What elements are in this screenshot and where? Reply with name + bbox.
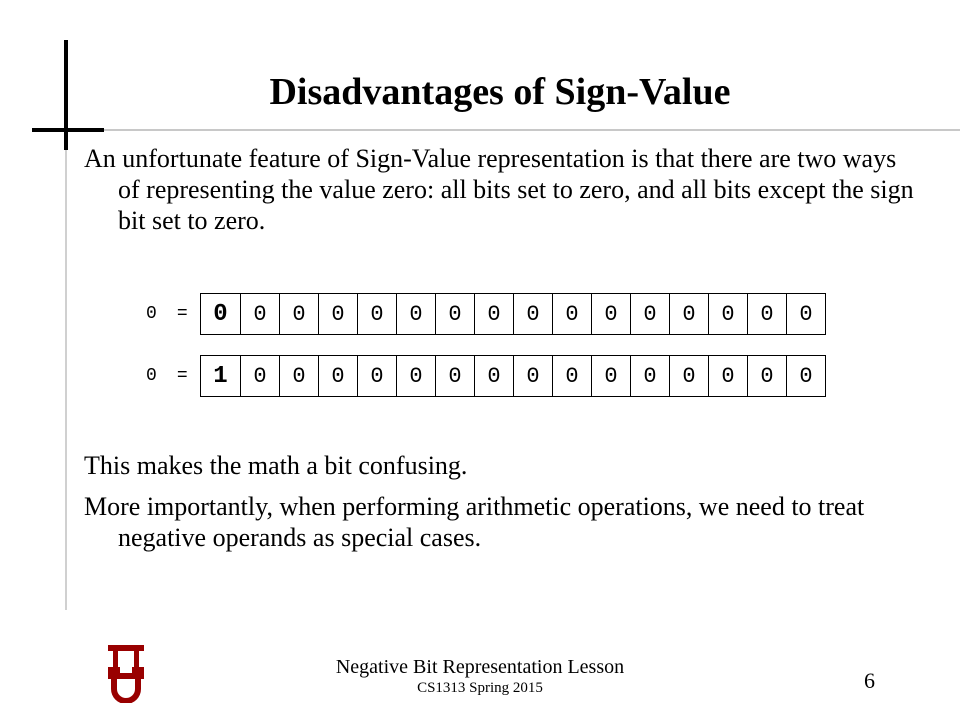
- decor-body-rule: [65, 150, 67, 610]
- sign-bit: 0: [213, 300, 228, 328]
- bit-cell: 0: [669, 294, 708, 334]
- bit-cell: 0: [435, 294, 474, 334]
- footer-course: CS1313 Spring 2015: [417, 680, 543, 696]
- bit-cells: 1 0 0 0 0 0 0 0 0 0 0 0 0 0 0 0: [200, 355, 826, 397]
- bit-row-label: 0 =: [120, 366, 200, 386]
- decor-horizontal-line: [32, 128, 104, 132]
- bit-cell: 0: [357, 294, 396, 334]
- ou-logo-icon: [104, 643, 148, 708]
- bit-cell: 0: [591, 294, 630, 334]
- bit-cell: 0: [396, 294, 435, 334]
- page-number: 6: [864, 668, 875, 693]
- bullet-special-cases: More importantly, when performing arithm…: [84, 492, 865, 552]
- bit-cell: 0: [591, 356, 630, 396]
- footer-lesson: Negative Bit Representation Lesson: [335, 656, 625, 678]
- bit-cell: 0: [318, 356, 357, 396]
- bullet-two-zeros: An unfortunate feature of Sign-Value rep…: [84, 144, 914, 235]
- bullet-confusing: This makes the math a bit confusing.: [84, 451, 468, 480]
- bit-cell: 0: [513, 294, 552, 334]
- bit-row-equals: =: [176, 366, 188, 386]
- slide-title: Disadvantages of Sign-Value: [269, 71, 731, 113]
- bit-row-equals: =: [176, 304, 188, 324]
- bit-cell: 0: [474, 294, 513, 334]
- bit-cell: 0: [396, 356, 435, 396]
- bit-row-negative-zero: 0 = 1 0 0 0 0 0 0 0 0 0 0 0 0 0 0 0: [120, 355, 826, 397]
- bit-row-value: 0: [146, 304, 157, 324]
- bit-cell: 0: [708, 294, 747, 334]
- bit-cell: 0: [630, 356, 669, 396]
- bit-cell: 0: [435, 356, 474, 396]
- bit-cell: 0: [318, 294, 357, 334]
- bit-cells: 0 0 0 0 0 0 0 0 0 0 0 0 0 0 0 0: [200, 293, 826, 335]
- bit-row-positive-zero: 0 = 0 0 0 0 0 0 0 0 0 0 0 0 0 0 0 0: [120, 293, 826, 335]
- bit-cell: 0: [552, 294, 591, 334]
- bit-cell: 0: [708, 356, 747, 396]
- bit-cell: 0: [513, 356, 552, 396]
- bit-cell: 0: [240, 294, 279, 334]
- bit-row-value: 0: [146, 366, 157, 386]
- bit-cell: 0: [279, 356, 318, 396]
- bit-cell: 0: [669, 356, 708, 396]
- bit-cell: 0: [630, 294, 669, 334]
- slide-footer: Negative Bit Representation Lesson CS131…: [300, 656, 660, 698]
- bit-cell: 0: [474, 356, 513, 396]
- bit-cell: 0: [786, 294, 825, 334]
- bit-cell: 0: [747, 294, 786, 334]
- bit-cell: 0: [279, 294, 318, 334]
- decor-vertical-line: [64, 40, 68, 150]
- bit-cell: 0: [747, 356, 786, 396]
- sign-bit: 1: [213, 362, 228, 390]
- bit-cell: 0: [357, 356, 396, 396]
- bit-cell: 0: [552, 356, 591, 396]
- bit-cell: 0: [786, 356, 825, 396]
- decor-title-rule: [104, 129, 960, 131]
- bit-cell: 0: [240, 356, 279, 396]
- bit-row-label: 0 =: [120, 304, 200, 324]
